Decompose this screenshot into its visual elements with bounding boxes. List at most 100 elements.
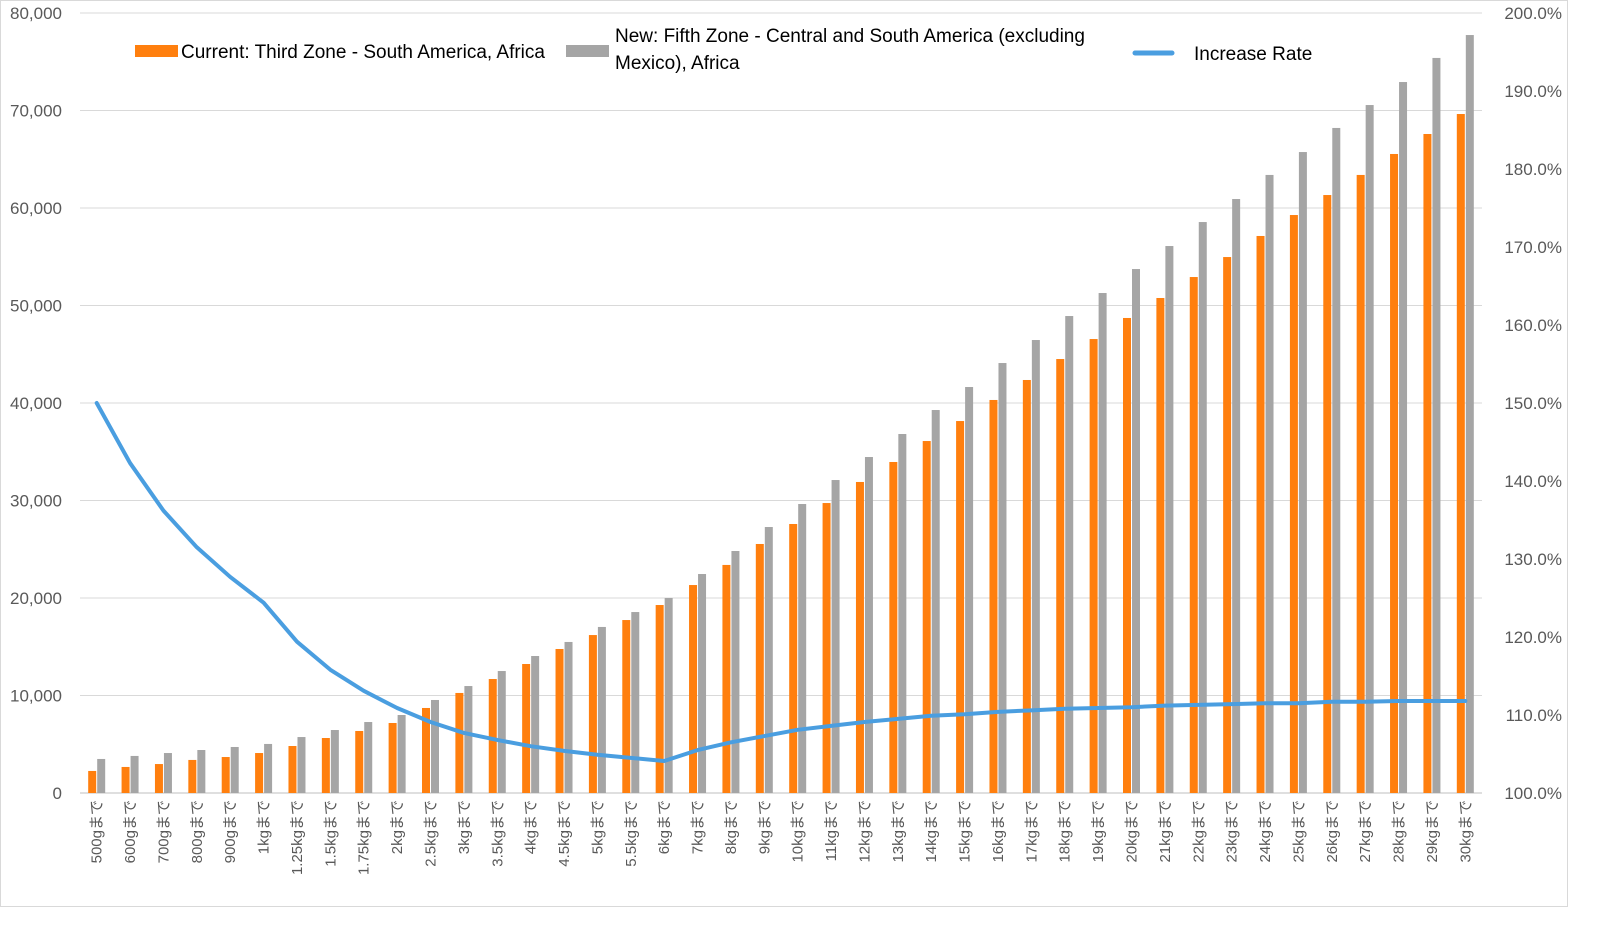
bar-current	[755, 543, 764, 793]
x-tick-label: 25kgまで	[1290, 800, 1307, 863]
bar-current	[1123, 317, 1131, 793]
x-tick-label: 14kgまで	[923, 800, 940, 863]
x-tick-label: 17kgまで	[1023, 800, 1040, 863]
x-tick-label: 800gまで	[189, 800, 206, 863]
bar-new	[1031, 340, 1040, 793]
bar-current	[88, 770, 97, 793]
y-left-tick-label: 10,000	[10, 687, 62, 706]
x-tick-label: 28kgまで	[1391, 800, 1408, 863]
x-tick-label: 3.5kgまで	[489, 800, 506, 867]
bar-current	[1022, 379, 1031, 793]
x-tick-label: 22kgまで	[1190, 800, 1207, 863]
bar-new	[297, 737, 306, 793]
bar-current	[1223, 257, 1232, 794]
x-tick-label: 9kgまで	[756, 800, 773, 854]
bar-new	[497, 671, 506, 793]
bar-new	[664, 598, 673, 793]
x-tick-label: 16kgまで	[990, 800, 1007, 863]
bar-new	[330, 730, 339, 793]
y-left-tick-label: 70,000	[10, 102, 62, 121]
bar-current	[121, 766, 130, 793]
bar-current	[255, 753, 264, 793]
x-tick-label: 4kgまで	[523, 800, 540, 854]
bar-new	[1399, 82, 1408, 793]
bar-current	[855, 481, 864, 793]
y-left-tick-label: 40,000	[10, 394, 62, 413]
bar-new	[1065, 316, 1074, 793]
bar-new	[564, 641, 573, 793]
bar-new	[397, 715, 406, 793]
bar-current	[989, 399, 998, 793]
bar-new	[163, 753, 172, 793]
bar-current	[522, 664, 531, 793]
x-tick-label: 4.5kgまで	[556, 800, 573, 867]
x-tick-label: 6kgまで	[656, 800, 673, 854]
bar-new	[1465, 35, 1474, 794]
bars	[88, 35, 1474, 794]
legend-label-new-line2: Mexico), Africa	[615, 53, 740, 74]
legend-label-new-line1: New: Fifth Zone - Central and South Amer…	[615, 26, 1085, 47]
x-tick-label: 1.5kgまで	[322, 800, 339, 867]
increase-rate-polyline	[94, 401, 1468, 764]
y-right-tick-label: 110.0%	[1506, 706, 1562, 725]
bar-current	[889, 461, 898, 793]
x-tick-label: 1kgまで	[256, 800, 273, 854]
y-left-tick-label: 80,000	[10, 4, 62, 23]
y-left-tick-label: 0	[53, 784, 62, 803]
legend-label-rate: Increase Rate	[1194, 44, 1312, 65]
x-tick-label: 2.5kgまで	[423, 800, 440, 867]
legend: Current: Third Zone - South America, Afr…	[135, 26, 1312, 74]
bar-current	[956, 421, 965, 793]
x-tick-label: 3kgまで	[456, 800, 473, 854]
increase-rate-line	[94, 401, 1468, 764]
x-tick-label: 5.5kgまで	[623, 800, 640, 867]
x-tick-label: 900gまで	[222, 800, 239, 863]
bar-current	[1390, 153, 1399, 794]
bar-new	[464, 686, 473, 793]
x-tick-label: 5kgまで	[589, 800, 606, 854]
x-tick-label: 600gまで	[122, 800, 139, 863]
bar-current	[1089, 339, 1098, 793]
bar-new	[764, 527, 773, 793]
y-right-tick-label: 120.0%	[1504, 628, 1562, 647]
bar-current	[822, 503, 831, 793]
x-tick-label: 23kgまで	[1224, 800, 1241, 863]
bar-current	[488, 679, 497, 793]
bar-new	[1432, 57, 1441, 793]
bar-current	[655, 605, 664, 793]
x-tick-label: 29kgまで	[1424, 800, 1441, 863]
x-tick-label: 13kgまで	[890, 800, 907, 863]
bar-current	[1256, 235, 1265, 794]
x-tick-label: 11kgまで	[823, 800, 840, 861]
bar-current	[1289, 215, 1298, 793]
y-right-tick-label: 190.0%	[1504, 82, 1562, 101]
x-tick-label: 10kgまで	[790, 800, 807, 863]
bar-new	[97, 758, 106, 793]
y-right-tick-label: 130.0%	[1504, 550, 1562, 569]
bar-current	[1456, 114, 1465, 793]
y-right-tick-label: 200.0%	[1504, 4, 1562, 23]
bar-new	[1298, 152, 1307, 793]
bar-new	[1232, 199, 1241, 793]
bar-new	[531, 656, 540, 793]
y-right-tick-label: 140.0%	[1504, 472, 1562, 491]
bar-current	[1056, 359, 1065, 793]
bar-new	[831, 480, 840, 793]
bar-new	[731, 551, 740, 793]
bar-current	[188, 759, 197, 793]
y-left-tick-label: 50,000	[10, 297, 62, 316]
x-tick-label: 18kgまで	[1057, 800, 1074, 863]
bar-current	[722, 564, 731, 793]
bar-new	[1132, 269, 1140, 793]
x-tick-label: 27kgまで	[1357, 800, 1374, 863]
bar-current	[789, 523, 798, 793]
bar-current	[154, 764, 163, 793]
x-tick-label: 19kgまで	[1090, 800, 1107, 863]
x-tick-label: 12kgまで	[856, 800, 873, 863]
x-tick-label: 1.25kgまで	[289, 800, 306, 875]
y-right-tick-label: 180.0%	[1504, 160, 1562, 179]
bar-current	[1189, 277, 1198, 793]
axes: 0 10,000 20,000 30,000 40,000 50,000 60,000 70,…	[10, 4, 1562, 875]
bar-current	[422, 707, 430, 793]
bar-current	[1423, 133, 1432, 793]
